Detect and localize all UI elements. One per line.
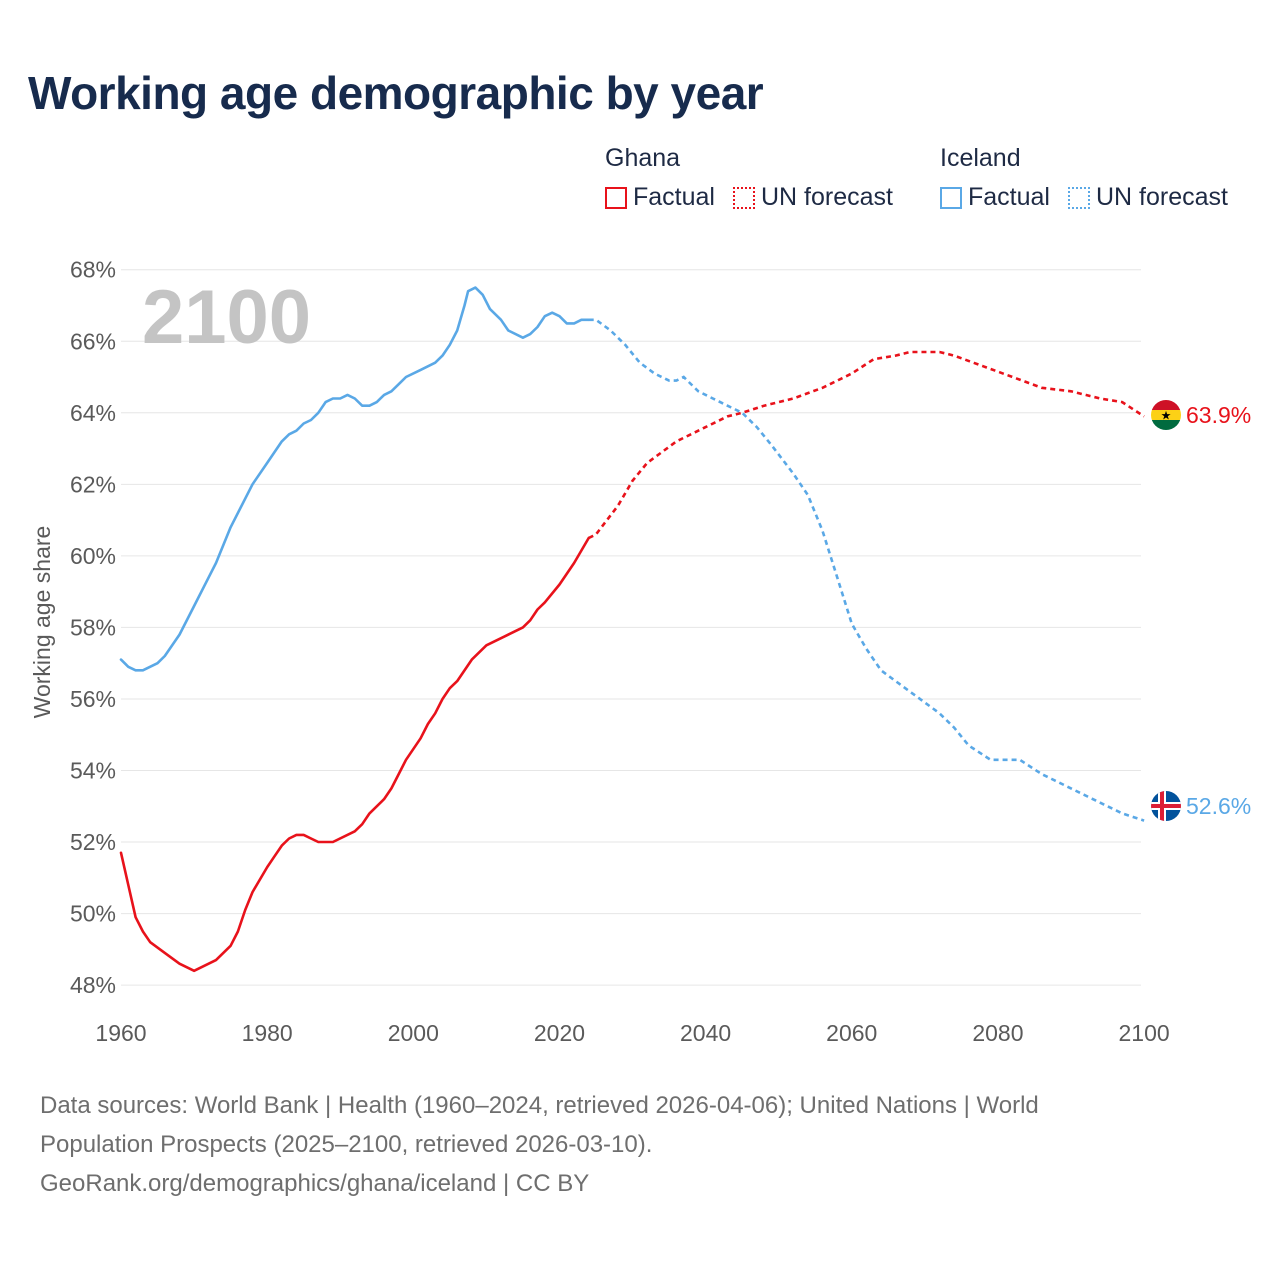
legend-ghana-forecast[interactable]: UN forecast [732,183,893,212]
y-tick-label-60: 60% [70,543,116,569]
series-lines [119,286,1145,973]
legend-swatch-ghana-forecast [732,186,755,209]
legend-label-ghana-factual: Factual [633,183,715,211]
legend-iceland-factual[interactable]: Factual [940,183,1050,212]
legend-swatch-ghana-factual [605,186,627,209]
ghana-forecast-line [588,350,1145,540]
legend-country-iceland: Iceland [940,144,1021,172]
x-tick-label-2040: 2040 [680,1020,731,1046]
x-tick-label-1980: 1980 [242,1020,293,1046]
x-tick-label-2060: 2060 [826,1020,877,1046]
y-axis-label: Working age share [29,526,55,719]
y-tick-label-52: 52% [70,829,116,855]
line-chart: 48%50%52%54%56%58%60%62%64%66%68% 1960 19… [29,257,1251,1046]
y-tick-label-58: 58% [70,614,116,640]
legend-ghana-factual[interactable]: Factual [605,183,715,212]
chart-title: Working age demographic by year [28,67,764,119]
current-year-display: 2100 [142,275,311,360]
x-tick-label-2080: 2080 [972,1020,1023,1046]
legend-label-iceland-factual: Factual [968,183,1050,211]
gridlines [121,269,1141,986]
x-tick-label-2100: 2100 [1118,1020,1169,1046]
ghana-end-value-label: 63.9% [1186,402,1251,428]
legend-iceland-forecast[interactable]: UN forecast [1067,183,1228,212]
source-line-1: Data sources: World Bank | Health (1960–… [40,1092,1039,1119]
y-tick-label-50: 50% [70,901,116,927]
legend-country-ghana: Ghana [605,144,681,172]
data-source-note: Data sources: World Bank | Health (1960–… [40,1086,1200,1203]
y-tick-label-68: 68% [70,257,116,283]
y-axis-ticks: 48% 50% 52% 54% 56% 58% 60% 62% 64% 66% 68% [70,257,116,998]
source-line-2: Population Prospects (2025–2100, retriev… [40,1131,653,1158]
x-tick-label-1960: 1960 [95,1020,146,1046]
iceland-factual-line [119,286,590,672]
y-tick-label-54: 54% [70,758,116,784]
ghana-factual-line [119,536,590,973]
y-tick-label-66: 66% [70,328,116,354]
y-tick-label-48: 48% [70,972,116,998]
x-axis-ticks: 1960 1980 2000 2020 2040 2060 2080 2100 [95,1020,1169,1046]
svg-text:★: ★ [1161,409,1172,423]
ghana-flag-icon: ★ [1151,400,1181,430]
source-line-3[interactable]: GeoRank.org/demographics/ghana/iceland |… [40,1170,590,1197]
iceland-forecast-line [588,318,1145,822]
iceland-end-value-label: 52.6% [1186,793,1251,819]
x-tick-label-2000: 2000 [388,1020,439,1046]
legend-swatch-iceland-factual [940,186,962,209]
iceland-flag-icon [1151,791,1181,821]
y-tick-label-64: 64% [70,400,116,426]
y-tick-label-56: 56% [70,686,116,712]
legend-swatch-iceland-forecast [1067,186,1090,209]
legend-label-iceland-forecast: UN forecast [1095,183,1228,211]
y-tick-label-62: 62% [70,471,116,497]
x-tick-label-2020: 2020 [534,1020,585,1046]
legend-label-ghana-forecast: UN forecast [760,183,893,211]
legend-group-ghana: Ghana Factual UN forecast [605,144,893,212]
legend-group-iceland: Iceland Factual UN forecast [940,144,1228,212]
